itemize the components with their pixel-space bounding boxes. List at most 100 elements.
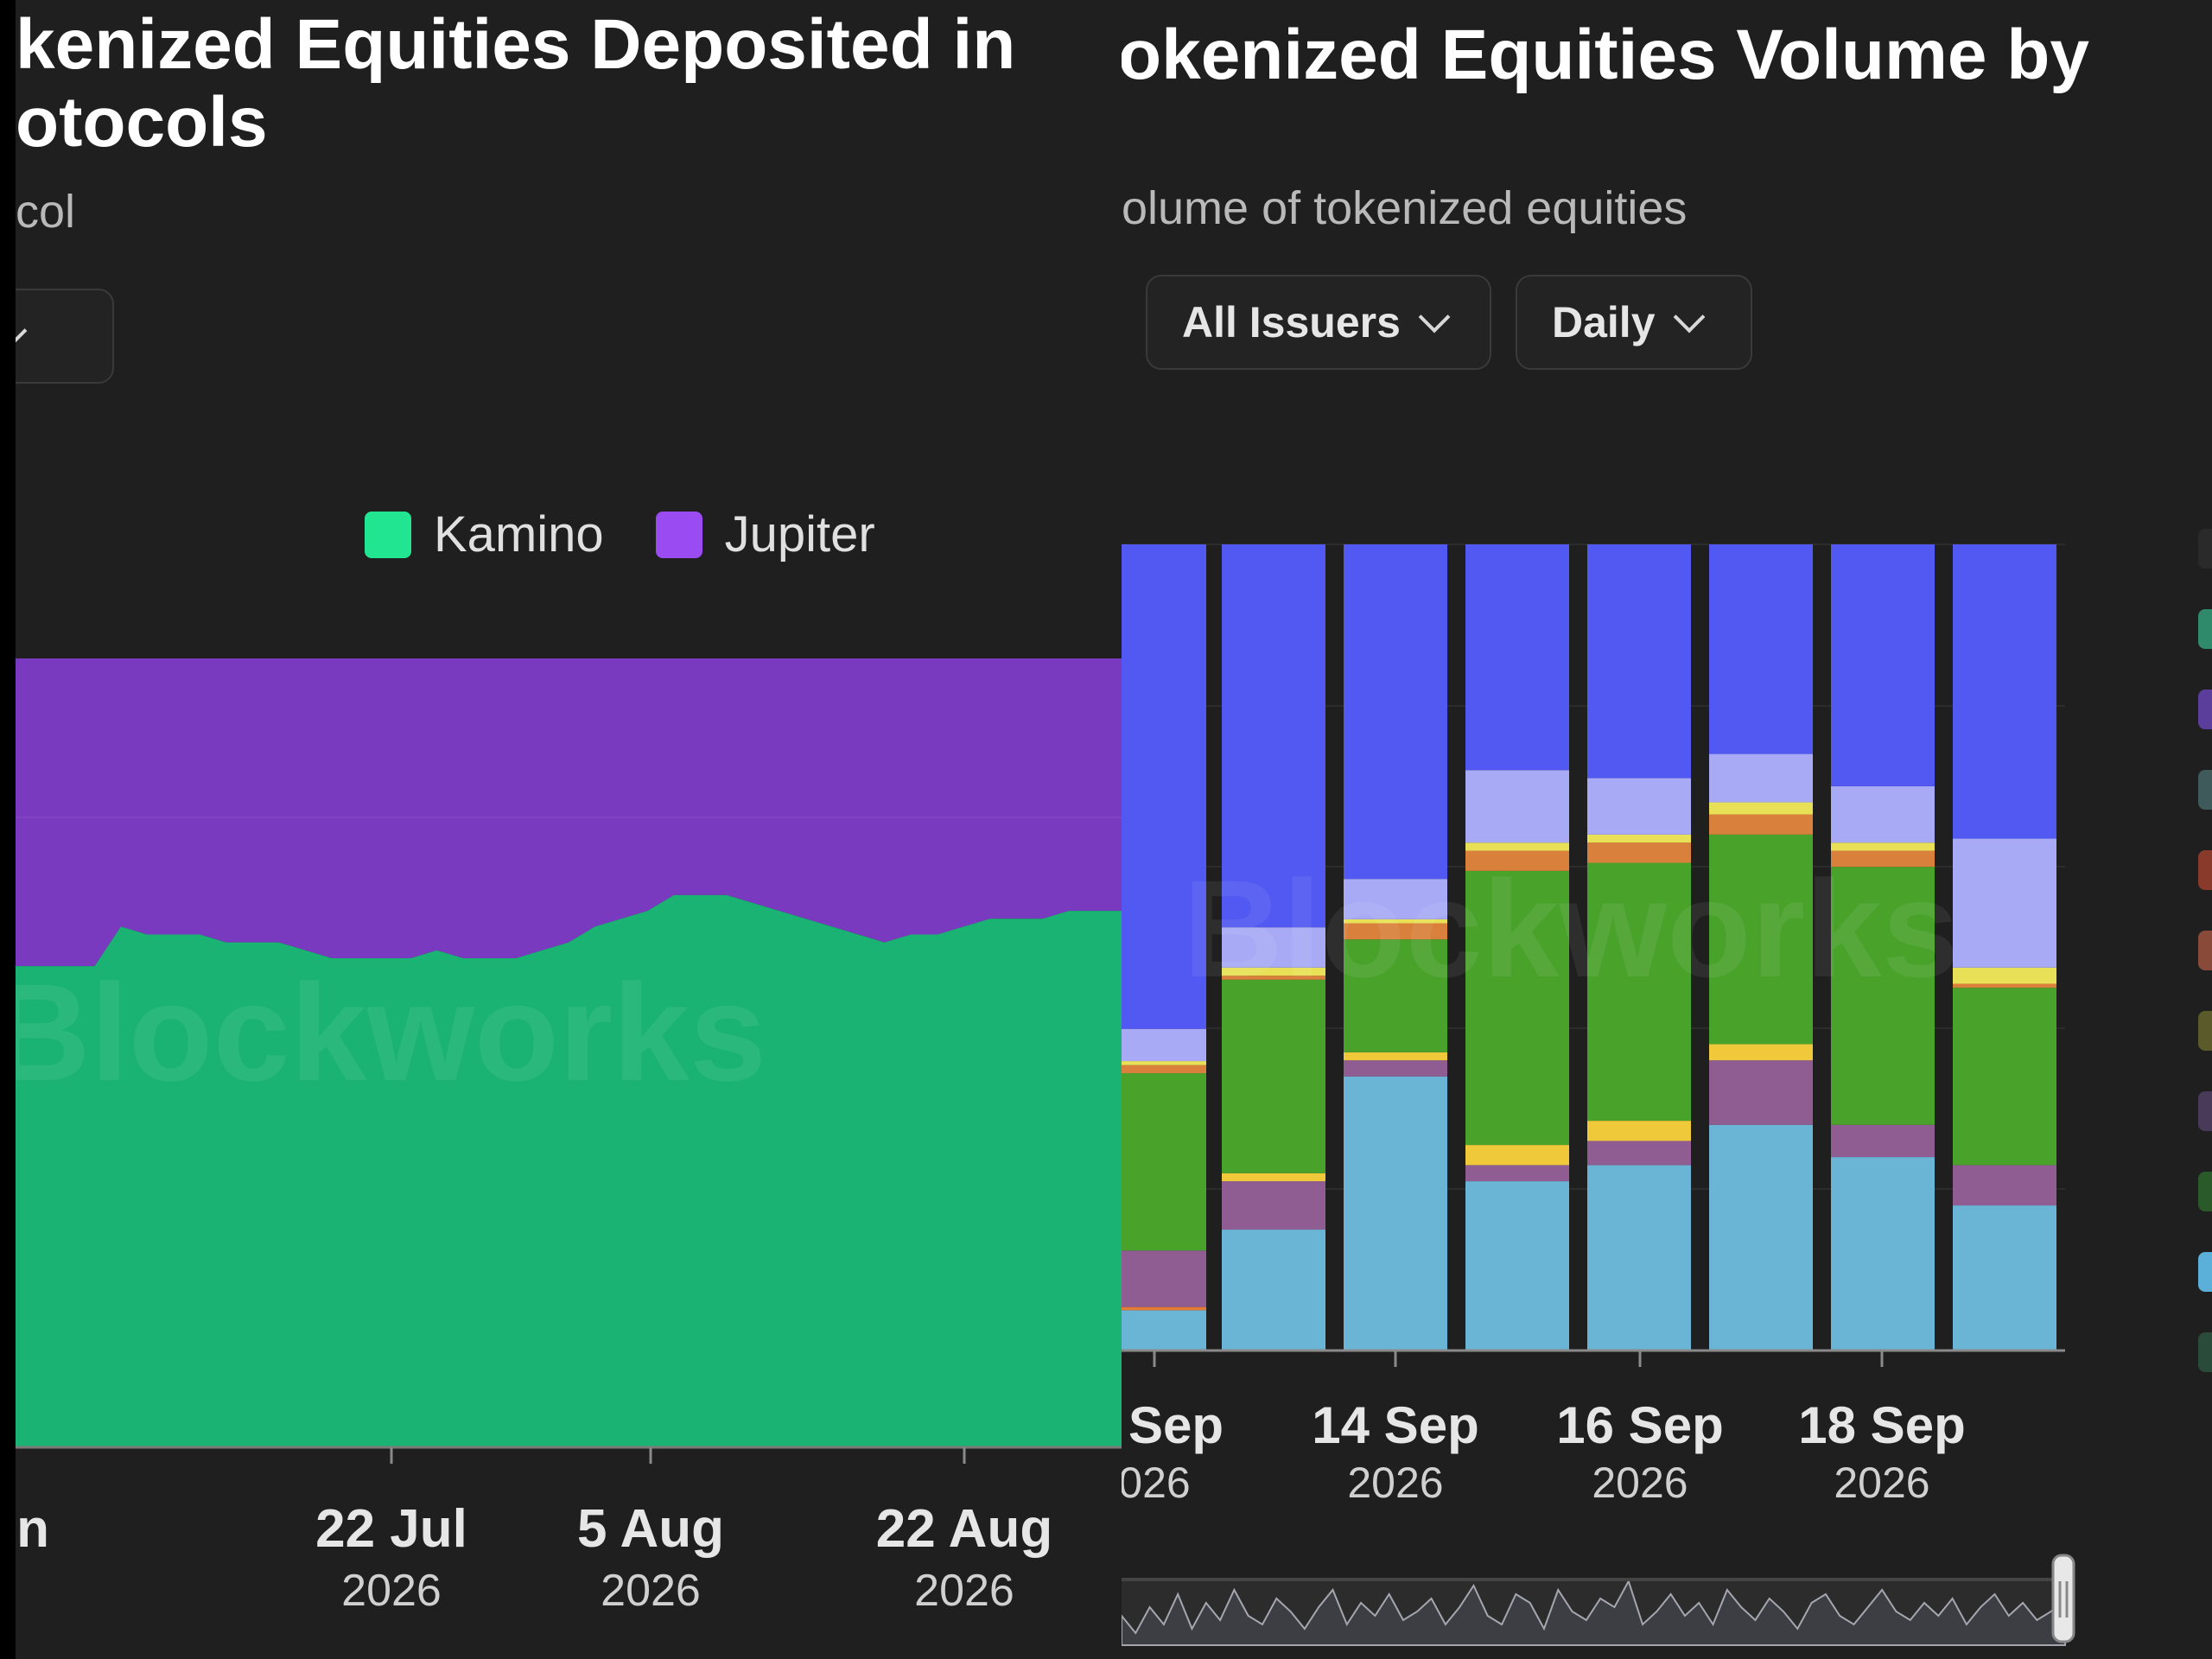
bar-segment[interactable] [1122,1028,1206,1062]
legend-swatch[interactable] [2198,1091,2212,1131]
bar-segment[interactable] [1587,1165,1691,1351]
bar-segment[interactable] [1587,1121,1691,1141]
bar-segment[interactable] [1344,1052,1447,1061]
right-bar-chart: Blockworks 2 Sep 026 14 Sep 2026 16 Sep 2026 1… [1122,529,2212,1646]
bar-segment[interactable] [1831,544,1935,786]
bar-segment[interactable] [1709,834,1813,1045]
bar-segment[interactable] [1122,1310,1206,1351]
x-tick-year: 2026 [1347,1459,1443,1507]
bar-segment[interactable] [1344,1060,1447,1077]
bar-segment[interactable] [1709,1044,1813,1061]
bar-segment[interactable] [1831,867,1935,1125]
bar-segment[interactable] [1587,778,1691,835]
bar-segment[interactable] [1709,1124,1813,1351]
legend-swatch[interactable] [2198,850,2212,890]
bar-segment[interactable] [1465,544,1569,771]
bar-segment[interactable] [1709,544,1813,754]
bar-segment[interactable] [1344,544,1447,880]
legend-swatch[interactable] [2198,1252,2212,1292]
issuers-dropdown[interactable]: All Issuers [1146,275,1491,370]
legend-swatch[interactable] [2198,609,2212,649]
bar-segment[interactable] [1587,842,1691,863]
bar-segment[interactable] [1122,1073,1206,1251]
legend-swatch[interactable] [2198,770,2212,810]
bar-segment[interactable] [1344,879,1447,919]
bar-segment[interactable] [1587,544,1691,779]
bar-segment[interactable] [1222,967,1325,976]
bar-segment[interactable] [1953,988,2056,1166]
bar-segment[interactable] [1953,838,2056,968]
bar-segment[interactable] [1831,1157,1935,1351]
bar-segment[interactable] [1122,1065,1206,1074]
bar-segment[interactable] [1953,967,2056,984]
bar-segment[interactable] [1953,1205,2056,1351]
bar-segment[interactable] [1344,923,1447,940]
bar-segment[interactable] [1344,918,1447,924]
bar-segment[interactable] [1953,1165,2056,1206]
bar-segment[interactable] [1344,939,1447,1052]
bar-segment[interactable] [1465,770,1569,843]
bar-segment[interactable] [1122,1306,1206,1311]
bar-segment[interactable] [1222,1173,1325,1182]
bar-segment[interactable] [1709,753,1813,803]
bar-segment[interactable] [1831,1124,1935,1158]
x-tick-year: 2026 [601,1566,701,1616]
bar-segment[interactable] [1465,870,1569,1146]
bar-segment[interactable] [1953,544,2056,839]
legend-swatch[interactable] [2198,690,2212,729]
bar-segment[interactable] [1222,979,1325,1173]
left-area-chart: Blockworks n 22 Jul 2026 5 Aug 2026 22 Aug 202… [16,658,1122,1616]
left-chart-subtitle: col [16,186,76,238]
watermark: Blockworks [1183,851,1959,1006]
bar-segment[interactable] [1587,834,1691,843]
bar-segment[interactable] [1222,1181,1325,1230]
bar-segment[interactable] [1831,850,1935,868]
bar-segment[interactable] [1709,802,1813,815]
bar-segment[interactable] [1122,1250,1206,1307]
legend-swatch[interactable] [2198,1011,2212,1051]
navigator-series [1122,1579,2066,1646]
range-navigator[interactable] [1122,1554,2075,1646]
x-tick-label: 5 Aug [577,1499,724,1559]
legend-swatch[interactable] [2198,529,2212,569]
issuers-dropdown-label: All Issuers [1182,298,1401,346]
x-tick-label: 2 Sep [1122,1396,1224,1454]
bar-segment[interactable] [1831,842,1935,851]
bar-segment[interactable] [1222,927,1325,968]
bar-segment[interactable] [1122,544,1206,1029]
right-chart-panel: okenized Equities Volume by olume of tok… [1122,0,2212,1659]
bar-segment[interactable] [1465,1181,1569,1351]
navigator-handle-icon[interactable] [2051,1554,2075,1643]
x-tick-year: 2026 [914,1566,1014,1616]
bar-segment[interactable] [1465,1145,1569,1166]
bar-segment[interactable] [1587,862,1691,1122]
bar-segment[interactable] [1831,785,1935,843]
area-series-jupiter[interactable] [16,658,1122,967]
interval-dropdown-label: Daily [1552,298,1656,346]
bar-segment[interactable] [1122,1061,1206,1065]
bar-segment[interactable] [1709,1060,1813,1125]
right-chart-title: okenized Equities Volume by [1122,16,2089,94]
bar-segment[interactable] [1953,983,2056,988]
legend-item-kamino[interactable]: Kamino [365,505,604,563]
bar-segment[interactable] [1465,842,1569,851]
x-tick-label: 14 Sep [1312,1396,1478,1454]
legend-swatch[interactable] [2198,1172,2212,1211]
bar-segment[interactable] [1344,1076,1447,1351]
x-tick-label: n [16,1499,49,1559]
bar-segment[interactable] [1465,850,1569,871]
bar-segment[interactable] [1709,814,1813,835]
bar-segment[interactable] [1222,1230,1325,1351]
interval-dropdown[interactable]: Daily [1516,275,1752,370]
legend-swatch[interactable] [2198,1332,2212,1372]
bar-segment[interactable] [1465,1165,1569,1182]
bar-segment[interactable] [1587,1141,1691,1166]
legend-swatch-jupiter [655,511,702,558]
bar-segment[interactable] [1222,976,1325,980]
legend-swatch[interactable] [2198,931,2212,970]
area-series-kamino[interactable] [16,894,1122,1447]
left-filter-dropdown[interactable] [16,289,114,384]
legend-label-jupiter: Jupiter [724,506,875,563]
legend-item-jupiter[interactable]: Jupiter [655,505,875,563]
bar-segment[interactable] [1222,544,1325,928]
